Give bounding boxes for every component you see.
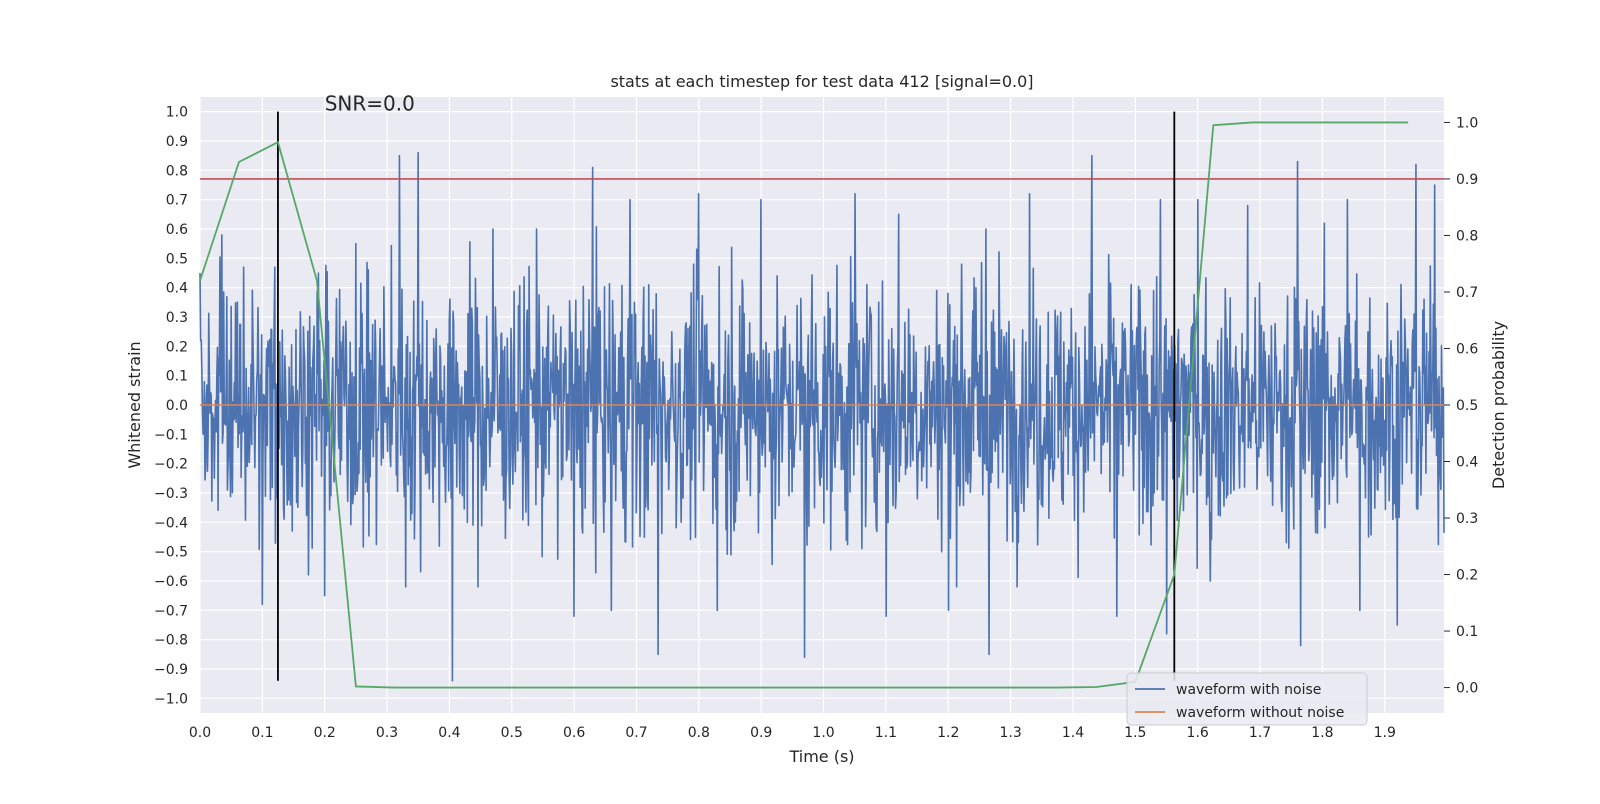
y-tick-label: 1.0	[166, 105, 188, 121]
y2-tick-label: 0.9	[1456, 172, 1478, 188]
x-tick-label: 1.4	[1062, 725, 1084, 741]
y2-tick-label: 0.0	[1456, 681, 1478, 697]
y-tick-label: 0.1	[166, 369, 188, 385]
y-tick-label: −0.6	[154, 574, 188, 590]
y2-tick-label: 0.8	[1456, 228, 1478, 244]
x-tick-label: 0.8	[688, 725, 710, 741]
legend-box	[1126, 672, 1368, 726]
y-tick-label: 0.7	[166, 193, 188, 209]
series-waveform-with-noise	[199, 151, 1445, 682]
x-tick-label: 0.6	[563, 725, 585, 741]
y-tick-label: −0.8	[154, 633, 188, 649]
y-tick-label: 0.5	[166, 251, 188, 267]
x-tick-label: 1.8	[1311, 725, 1333, 741]
y-tick-label: −0.7	[154, 603, 188, 619]
legend: waveform with noise waveform without noi…	[1126, 672, 1368, 726]
x-tick-label: 1.9	[1374, 725, 1396, 741]
snr-annotation: SNR=0.0	[325, 92, 415, 116]
y-tick-label: 0.6	[166, 222, 188, 238]
y-tick-label: −0.2	[154, 457, 188, 473]
y-tick-label: −0.3	[154, 486, 188, 502]
y2-tick-label: 0.5	[1456, 398, 1478, 414]
series-layer	[199, 111, 1445, 689]
y2-tick-label: 0.4	[1456, 455, 1478, 471]
x-tick-label: 1.2	[937, 725, 959, 741]
x-tick-label: 1.6	[1187, 725, 1209, 741]
y2-tick-label: 0.2	[1456, 568, 1478, 584]
x-tick-label: 0.4	[438, 725, 460, 741]
x-tick-label: 0.5	[501, 725, 523, 741]
x-tick-label: 0.7	[625, 725, 647, 741]
x-tick-label: 0.3	[376, 725, 398, 741]
x-tick-label: 1.0	[812, 725, 834, 741]
tick-labels: 0.0 0.1 0.2 0.3 0.4 0.5 0.6 0.7 0.8 0.9 1.0 1.1 1.2 1…	[154, 105, 1478, 741]
x-tick-label: 0.0	[189, 725, 211, 741]
x-tick-label: 1.3	[999, 725, 1021, 741]
y-axis-label: Whitened strain	[125, 341, 144, 468]
x-axis-label: Time (s)	[788, 747, 854, 766]
y2-tick-label: 0.3	[1456, 511, 1478, 527]
x-tick-label: 1.5	[1124, 725, 1146, 741]
chart-title: stats at each timestep for test data 412…	[610, 72, 1033, 91]
x-tick-label: 1.7	[1249, 725, 1271, 741]
y-tick-label: 0.0	[166, 398, 188, 414]
x-tick-label: 0.2	[314, 725, 336, 741]
y2-tick-label: 1.0	[1456, 115, 1478, 131]
y-tick-label: 0.4	[166, 281, 188, 297]
y-tick-label: −0.1	[154, 427, 188, 443]
y-tick-label: −0.4	[154, 515, 188, 531]
x-tick-label: 1.1	[875, 725, 897, 741]
y2-tick-label: 0.6	[1456, 341, 1478, 357]
y-tick-label: −1.0	[154, 691, 188, 707]
x-tick-label: 0.1	[251, 725, 273, 741]
y2-axis-label: Detection probability	[1489, 321, 1508, 489]
y-tick-label: 0.9	[166, 134, 188, 150]
y-tick-label: 0.8	[166, 163, 188, 179]
y-tick-label: 0.2	[166, 339, 188, 355]
legend-label-clean: waveform without noise	[1176, 705, 1344, 721]
y-tick-label: −0.5	[154, 545, 188, 561]
legend-label-noise: waveform with noise	[1176, 682, 1321, 698]
series-detection-probability	[199, 121, 1409, 689]
y-tick-label: −0.9	[154, 662, 188, 678]
y2-tick-label: 0.1	[1456, 624, 1478, 640]
y-tick-label: 0.3	[166, 310, 188, 326]
x-tick-label: 0.9	[750, 725, 772, 741]
y2-tick-label: 0.7	[1456, 285, 1478, 301]
